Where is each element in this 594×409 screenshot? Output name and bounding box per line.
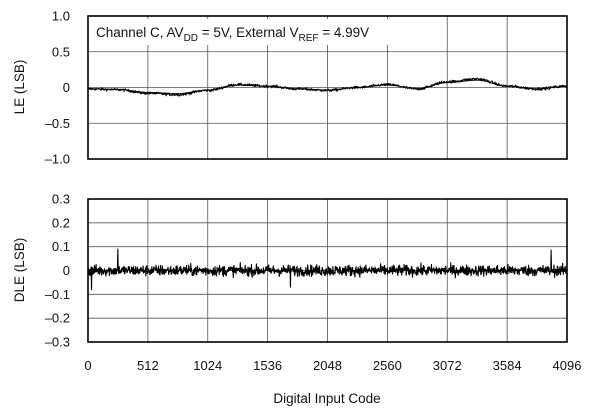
dle-y-tick-label: –0.2 (45, 311, 70, 326)
annotation-box (91, 19, 427, 45)
dle-y-tick-label: 0.3 (52, 192, 70, 207)
annotation-sub-ref: REF (298, 33, 318, 44)
le-y-tick-label: 0 (63, 80, 70, 95)
x-tick-label: 2048 (313, 358, 342, 373)
dle-y-tick-label: 0 (63, 263, 70, 278)
dle-y-tick-label: 0.1 (52, 239, 70, 254)
dle-plot-frame (87, 198, 568, 343)
le-plot-frame (87, 15, 568, 160)
le-y-tick-label: 1.0 (52, 9, 70, 24)
dle-y-tick-labels: 0.3 0.2 0.1 0 –0.1 –0.2 –0.3 (45, 192, 70, 350)
annotation-sub-dd: DD (184, 33, 198, 44)
dle-series-line (87, 248, 568, 291)
dle-y-tick-label: –0.1 (45, 287, 70, 302)
x-axis-label: Digital Input Code (273, 391, 380, 406)
le-y-tick-labels: 1.0 0.5 0 –0.5 –1.0 (45, 9, 70, 167)
annotation-post: = 4.99V (318, 25, 369, 40)
annotation-pre: Channel C, AV (96, 25, 184, 40)
le-y-tick-label: 0.5 (52, 44, 70, 59)
dle-panel: 0.3 0.2 0.1 0 –0.1 –0.2 –0.3 0 512 1024 1536 2048 2… (12, 192, 581, 407)
x-tick-label: 4096 (553, 358, 582, 373)
le-y-tick-label: –0.5 (45, 116, 70, 131)
x-tick-label: 0 (84, 358, 91, 373)
x-tick-label: 1536 (253, 358, 282, 373)
dle-y-tick-label: 0.2 (52, 215, 70, 230)
dle-y-tick-label: –0.3 (45, 335, 70, 350)
annotation-mid: = 5V, External V (198, 25, 298, 40)
x-tick-label: 3584 (493, 358, 522, 373)
x-tick-label: 512 (137, 358, 159, 373)
x-tick-labels: 0 512 1024 1536 2048 2560 3072 3584 4096 (84, 358, 581, 373)
dle-y-axis-label: DLE (LSB) (12, 238, 27, 303)
le-y-tick-label: –1.0 (45, 152, 70, 167)
x-tick-label: 2560 (373, 358, 402, 373)
le-panel: Channel C, AVDD = 5V, External VREF = 4.… (12, 9, 568, 167)
le-series-line (87, 77, 568, 97)
x-tick-label: 1024 (193, 358, 222, 373)
le-y-axis-label: LE (LSB) (12, 60, 27, 115)
x-tick-label: 3072 (433, 358, 462, 373)
annotation-text: Channel C, AVDD = 5V, External VREF = 4.… (96, 25, 369, 44)
